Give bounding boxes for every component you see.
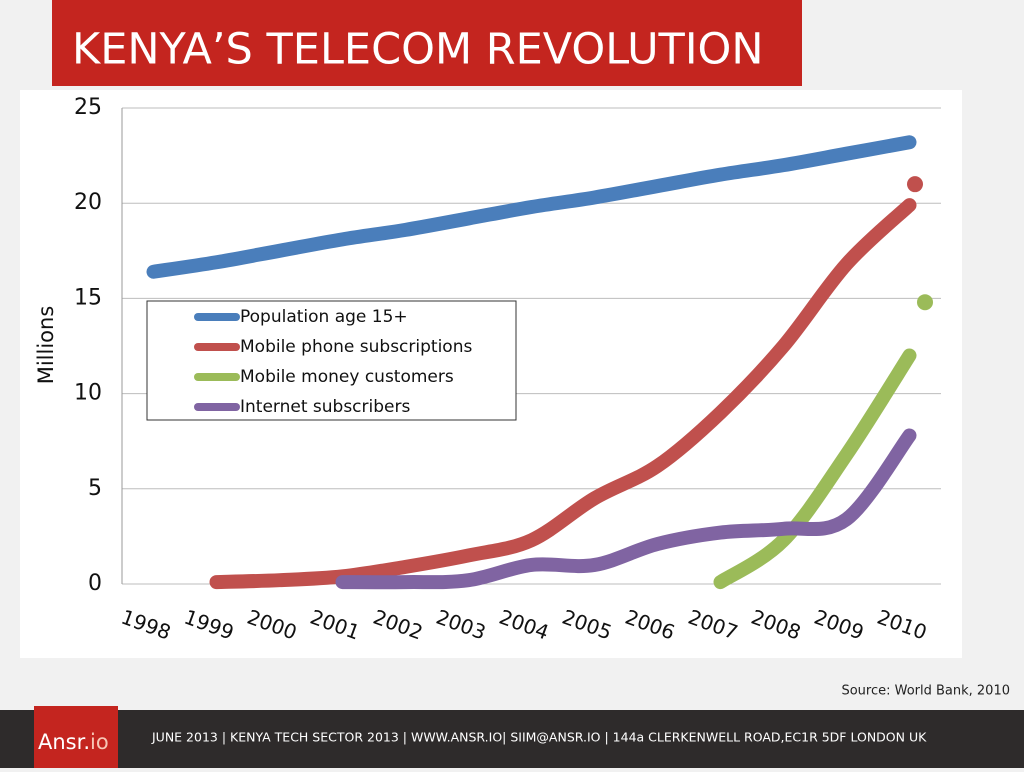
y-tick-label: 20	[74, 190, 102, 215]
end-point	[907, 176, 923, 193]
y-axis-label: Millions	[34, 306, 58, 385]
series-line	[335, 428, 917, 590]
footer-bar	[0, 710, 1024, 768]
logo: Ansr.io	[38, 730, 109, 754]
end-point	[917, 294, 933, 311]
y-tick-label: 10	[74, 381, 102, 406]
y-tick-label: 0	[88, 571, 102, 596]
series-line	[713, 348, 917, 590]
logo-main: Ansr.	[38, 730, 90, 754]
title-banner	[52, 0, 802, 86]
legend-label: Population age 15+	[240, 307, 408, 327]
legend-label: Internet subscribers	[240, 397, 410, 417]
y-tick-label: 5	[88, 476, 102, 501]
series-line	[146, 135, 917, 279]
title: KENYA’S TELECOM REVOLUTION	[72, 25, 764, 75]
logo-box	[34, 706, 118, 768]
y-tick-label: 15	[74, 285, 102, 310]
legend-label: Mobile phone subscriptions	[240, 337, 472, 357]
footer-text: JUNE 2013 | KENYA TECH SECTOR 2013 | WWW…	[151, 730, 927, 745]
logo-suffix: io	[90, 730, 109, 754]
y-tick-label: 25	[74, 95, 102, 120]
legend-label: Mobile money customers	[240, 367, 454, 387]
source: Source: World Bank, 2010	[841, 684, 1010, 699]
